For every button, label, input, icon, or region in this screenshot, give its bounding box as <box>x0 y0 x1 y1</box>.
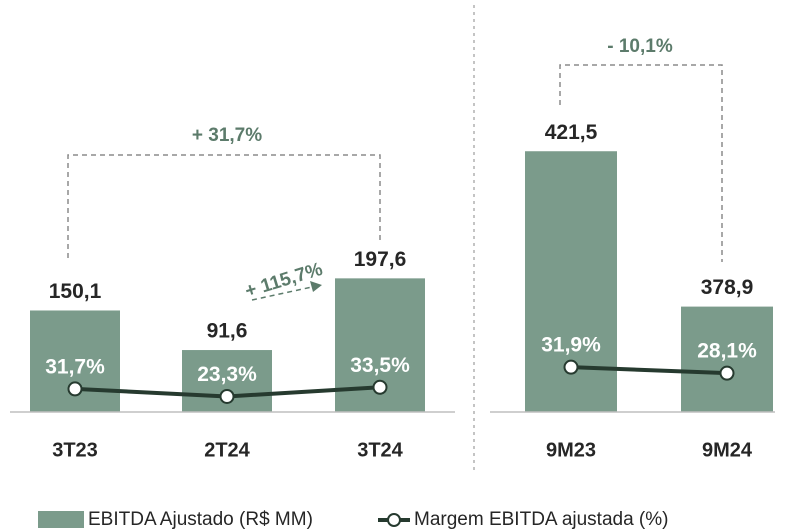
legend-marker <box>387 513 401 527</box>
x-tick-label: 3T23 <box>52 439 98 461</box>
bar-value-label: 421,5 <box>545 121 598 144</box>
margin-value-label: 31,7% <box>45 355 105 378</box>
arrow-head <box>310 281 322 292</box>
annotation-brackets <box>67 64 723 301</box>
legend-label: EBITDA Ajustado (R$ MM) <box>88 509 313 530</box>
bracket <box>67 154 381 258</box>
margin-value-label: 31,9% <box>541 334 601 357</box>
x-tick-label: 9M23 <box>546 439 596 461</box>
annotation: + 115,7% <box>243 259 326 302</box>
x-tick-label: 3T24 <box>357 439 403 461</box>
margin-line <box>570 365 728 376</box>
margin-value-label: 33,5% <box>350 354 410 377</box>
bar-value-label: 197,6 <box>354 248 407 271</box>
growth-arrow <box>251 286 313 301</box>
margin-value-label: 28,1% <box>697 340 757 363</box>
bar-value-label: 91,6 <box>207 320 248 343</box>
margin-marker <box>719 365 735 381</box>
margin-marker <box>67 381 83 397</box>
margin-marker <box>219 388 235 404</box>
annotation: - 10,1% <box>607 36 673 57</box>
annotation: + 31,7% <box>192 125 262 146</box>
legend-swatch <box>38 511 84 528</box>
bar <box>681 306 773 412</box>
bar-value-label: 378,9 <box>701 276 754 299</box>
margin-marker <box>372 379 388 395</box>
x-tick-label: 2T24 <box>204 439 250 461</box>
bar-value-label: 150,1 <box>49 280 102 303</box>
legend-label: Margem EBITDA ajustada (%) <box>414 509 668 530</box>
margin-value-label: 23,3% <box>197 363 257 386</box>
x-tick-label: 9M24 <box>702 439 753 461</box>
bracket <box>559 64 723 262</box>
margin-marker <box>563 359 579 375</box>
